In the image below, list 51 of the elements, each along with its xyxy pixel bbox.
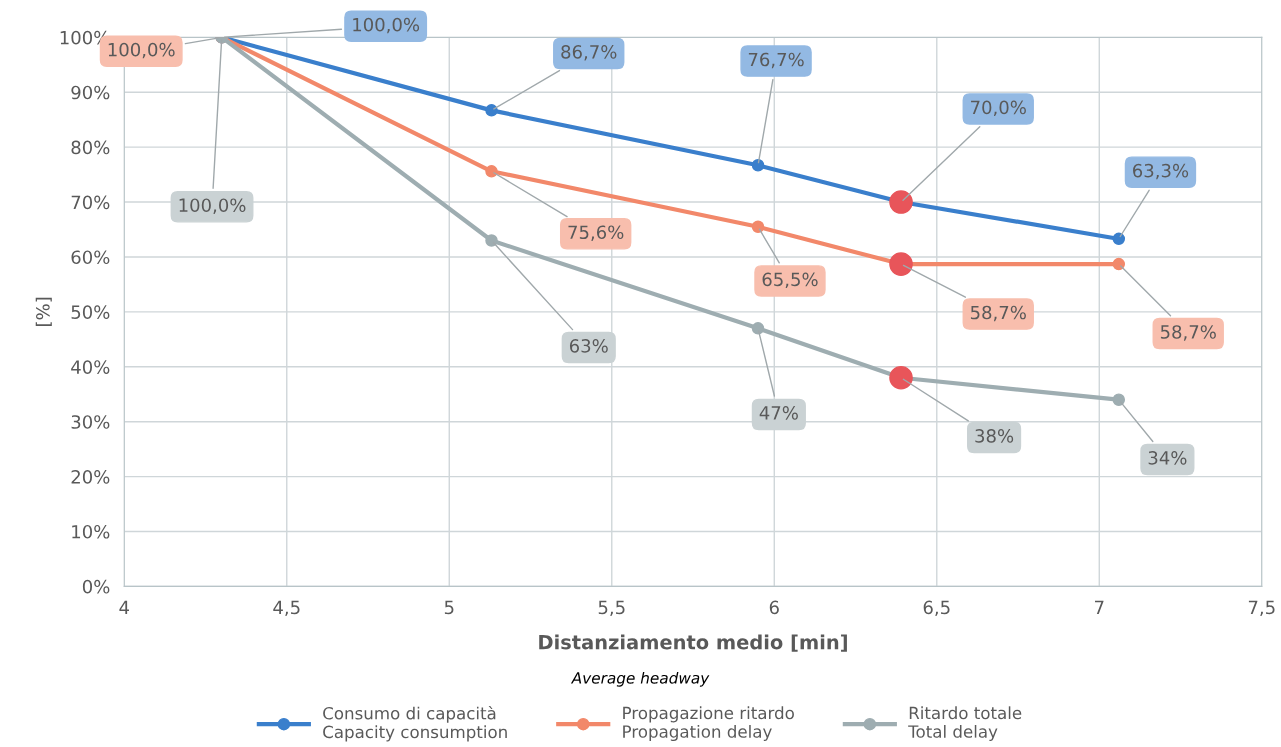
x-tick-label: 6,5 bbox=[923, 600, 950, 617]
point bbox=[751, 159, 765, 172]
legend-label: Propagazione ritardo Propagation delay bbox=[623, 706, 794, 742]
data-label: 58,7% bbox=[970, 305, 1026, 322]
legend-label: Consumo di capacità Capacity consumption bbox=[323, 705, 507, 742]
data-label: 75,6% bbox=[568, 225, 624, 241]
x-tick-label: 4,5 bbox=[273, 600, 300, 617]
x-tick-label: 7,5 bbox=[1248, 600, 1275, 617]
point bbox=[485, 165, 498, 178]
x-axis-title: Distanziamento medio [min] bbox=[539, 634, 847, 652]
point bbox=[751, 220, 765, 234]
point bbox=[485, 104, 498, 117]
x-tick-label: 6 bbox=[769, 600, 779, 615]
data-label: 63% bbox=[569, 339, 608, 353]
y-tick-label: 20% bbox=[71, 470, 110, 484]
x-tick-label: 7 bbox=[1095, 600, 1104, 614]
data-label: 76,7% bbox=[748, 52, 804, 69]
y-tick-label: 70% bbox=[71, 195, 110, 210]
point bbox=[889, 190, 913, 214]
y-tick-label: 30% bbox=[71, 415, 110, 429]
point bbox=[889, 365, 913, 390]
y-tick-label: 40% bbox=[71, 360, 110, 374]
point bbox=[485, 234, 498, 247]
y-tick-label: 50% bbox=[71, 305, 110, 319]
data-label: 47% bbox=[759, 406, 798, 420]
y-tick-label: 80% bbox=[71, 140, 110, 155]
data-label: 100,0% bbox=[108, 42, 175, 59]
point bbox=[1112, 232, 1126, 246]
text: Average headway bbox=[570, 671, 710, 687]
x-tick-label: 5 bbox=[444, 600, 454, 615]
point bbox=[751, 322, 765, 335]
x-tick-label: 5,5 bbox=[598, 600, 625, 617]
y-axis-title: [%] bbox=[35, 297, 52, 326]
point bbox=[1112, 257, 1126, 271]
data-label: 65,5% bbox=[762, 272, 818, 289]
y-tick-label: 0% bbox=[82, 579, 110, 594]
y-tick-label: 10% bbox=[72, 524, 110, 539]
y-tick-label: 60% bbox=[71, 250, 110, 265]
data-label: 70,0% bbox=[971, 100, 1026, 117]
point bbox=[889, 252, 913, 276]
legend-label: Ritardo totale Total delay bbox=[908, 706, 1022, 742]
data-label: 100,0% bbox=[179, 198, 246, 214]
data-label: 34% bbox=[1148, 451, 1187, 465]
x-tick-label: 4 bbox=[119, 600, 129, 614]
data-label: 38% bbox=[975, 429, 1014, 443]
data-label: 100,0% bbox=[353, 17, 420, 34]
data-label: 58,7% bbox=[1160, 325, 1216, 341]
y-tick-label: 90% bbox=[71, 85, 110, 100]
data-label: 86,7% bbox=[561, 45, 617, 61]
data-label: 63,3% bbox=[1133, 163, 1189, 180]
point bbox=[1112, 393, 1126, 406]
